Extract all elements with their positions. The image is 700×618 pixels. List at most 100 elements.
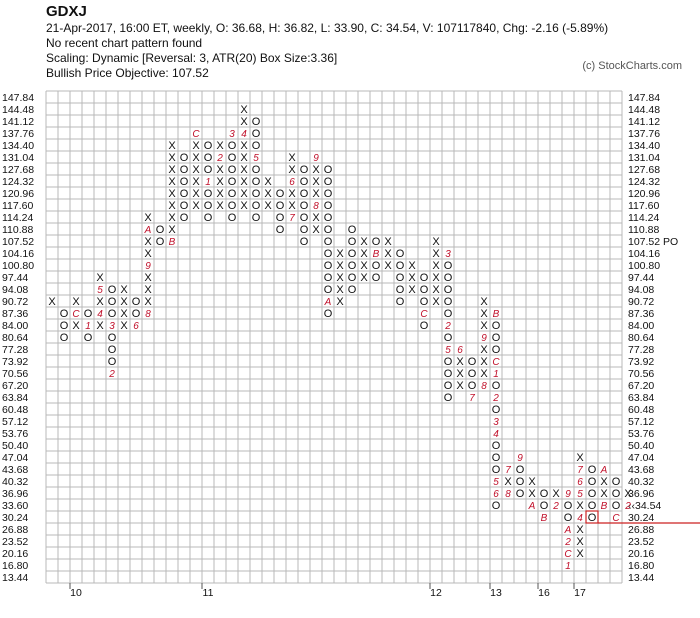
month-marker: 6 (577, 477, 583, 488)
month-marker: 3 (109, 321, 115, 332)
price-tick-label: 47.04 (628, 452, 654, 464)
x-box: X (288, 188, 296, 200)
o-box: O (228, 212, 237, 224)
price-tick-label: 90.72 (2, 296, 28, 308)
o-box: O (468, 368, 477, 380)
price-tick-label: 47.04 (2, 452, 28, 464)
o-box: O (276, 200, 285, 212)
o-box: O (108, 332, 117, 344)
x-box: X (480, 308, 488, 320)
price-tick-label: 23.52 (2, 536, 28, 548)
month-marker: 5 (445, 345, 451, 356)
x-box: X (240, 104, 248, 116)
o-box: O (348, 236, 357, 248)
o-box: O (324, 248, 333, 260)
month-marker: A (600, 465, 608, 476)
o-box: O (300, 188, 309, 200)
x-box: X (456, 356, 464, 368)
price-tick-label: 120.96 (628, 188, 660, 200)
x-box: X (576, 500, 584, 512)
o-box: O (84, 332, 93, 344)
price-tick-label: 57.12 (2, 416, 28, 428)
o-box: O (84, 308, 93, 320)
o-box: O (252, 164, 261, 176)
x-box: X (192, 176, 200, 188)
month-marker: 2 (216, 153, 223, 164)
year-label: 11 (203, 587, 214, 599)
o-box: O (564, 500, 573, 512)
month-marker: A (564, 525, 572, 536)
o-box: O (324, 176, 333, 188)
pnf-columns: XOOOXCXO1OX5X4XOOO3OOO2XXXXOO6XAXX9XXX8O… (48, 104, 632, 572)
price-tick-label: 26.88 (2, 524, 28, 536)
price-tick-label: 63.84 (628, 392, 654, 404)
month-marker: 5 (253, 153, 259, 164)
o-box: O (324, 200, 333, 212)
x-box: X (576, 536, 584, 548)
x-box: X (408, 284, 416, 296)
price-tick-label: 43.68 (2, 464, 28, 476)
price-tick-label: 36.96 (2, 488, 28, 500)
o-box: O (492, 404, 501, 416)
o-box: O (252, 188, 261, 200)
price-tick-label: 30.24 (2, 512, 28, 524)
o-box: O (372, 236, 381, 248)
price-tick-label: 20.16 (2, 548, 28, 560)
x-box: X (432, 236, 440, 248)
x-box: X (480, 368, 488, 380)
o-box: O (420, 284, 429, 296)
price-objective-line: Bullish Price Objective: 107.52 (46, 66, 209, 80)
o-box: O (156, 224, 165, 236)
x-box: X (360, 248, 368, 260)
o-box: O (276, 212, 285, 224)
o-box: O (252, 128, 261, 140)
chart-grid (45, 90, 623, 584)
x-box: X (432, 272, 440, 284)
price-tick-label: 90.72 (628, 296, 654, 308)
o-box: O (228, 164, 237, 176)
price-tick-label: 80.64 (628, 332, 654, 344)
x-box: X (240, 116, 248, 128)
x-box: X (528, 476, 536, 488)
x-box: X (288, 200, 296, 212)
o-box: O (108, 296, 117, 308)
o-box: O (348, 272, 357, 284)
x-box: X (336, 296, 344, 308)
x-box: X (432, 296, 440, 308)
o-box: O (492, 344, 501, 356)
o-box: O (108, 308, 117, 320)
x-box: X (240, 164, 248, 176)
o-box: O (228, 176, 237, 188)
o-box: O (300, 176, 309, 188)
x-box: X (576, 524, 584, 536)
x-box: X (264, 200, 272, 212)
o-box: O (420, 272, 429, 284)
month-marker: C (492, 357, 500, 368)
price-tick-label: 50.40 (628, 440, 654, 452)
x-box: X (336, 260, 344, 272)
o-box: O (444, 392, 453, 404)
x-box: X (480, 296, 488, 308)
x-box: X (360, 272, 368, 284)
price-tick-label: 134.40 (628, 140, 660, 152)
month-marker: B (601, 501, 608, 512)
price-tick-label: 43.68 (628, 464, 654, 476)
price-tick-label: 13.44 (2, 572, 28, 584)
x-box: X (336, 272, 344, 284)
o-box: O (300, 236, 309, 248)
o-box: O (108, 356, 117, 368)
o-box: O (204, 200, 213, 212)
price-tick-label: 84.00 (2, 320, 28, 332)
month-marker: 6 (133, 321, 139, 332)
o-box: O (300, 212, 309, 224)
month-marker: 3 (493, 417, 499, 428)
price-tick-label: 134.40 (2, 140, 34, 152)
price-tick-label: 110.88 (628, 224, 659, 236)
month-marker: 7 (469, 393, 475, 404)
o-box: O (180, 200, 189, 212)
o-box: O (324, 224, 333, 236)
o-box: O (588, 476, 597, 488)
month-marker: 1 (493, 369, 499, 380)
x-box: X (576, 548, 584, 560)
